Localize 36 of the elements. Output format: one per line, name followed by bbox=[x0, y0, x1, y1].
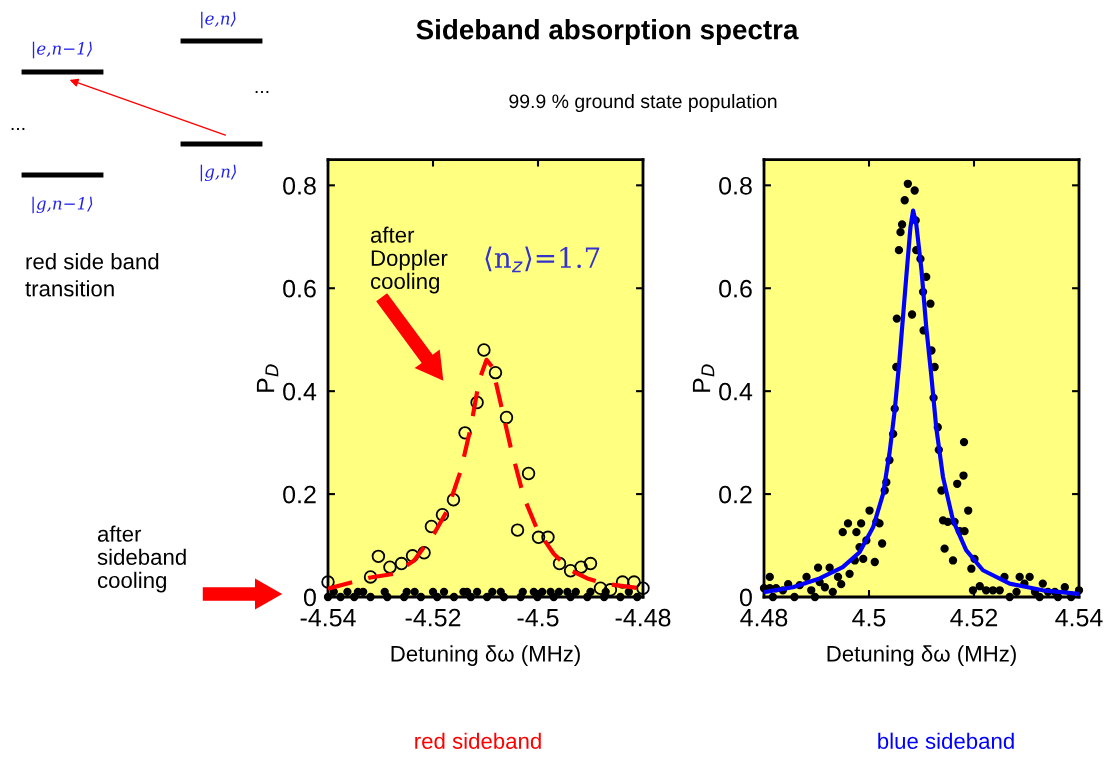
x-tick-label: -4.5 bbox=[517, 609, 559, 627]
text: red sideband bbox=[415, 732, 541, 749]
text: red side band transition bbox=[25, 253, 159, 297]
text: ... bbox=[11, 127, 25, 131]
text: |e,n⟩ bbox=[201, 11, 236, 29]
y-tick-label: 0.6 bbox=[283, 279, 316, 298]
x-tick-label: -4.54 bbox=[300, 609, 356, 627]
y-tick-label: 0.6 bbox=[719, 279, 752, 298]
x-axis-title: Detuning δω (MHz) bbox=[391, 645, 580, 667]
x-tick-label: -4.52 bbox=[405, 608, 461, 627]
y-tick-label: 0 bbox=[303, 588, 316, 607]
chart-subtitle: 99.9 % ground state population bbox=[509, 93, 777, 113]
text: after sideband cooling bbox=[97, 525, 186, 593]
x-tick-label: -4.48 bbox=[615, 608, 671, 627]
annotation: ⟨n$_{z}$⟩=1.7 bbox=[485, 246, 600, 273]
chart-title: Sideband absorption spectra bbox=[416, 19, 799, 45]
text: blue sideband bbox=[878, 732, 1014, 749]
x-tick-label: 4.52 bbox=[950, 608, 998, 627]
text: |g,n−1⟩ bbox=[32, 196, 93, 214]
y-tick-label: 0 bbox=[739, 588, 752, 607]
text: |e,n−1⟩ bbox=[32, 41, 92, 59]
annotation: after Doppler cooling bbox=[370, 226, 448, 294]
text: ... bbox=[255, 90, 269, 94]
x-axis-title: Detuning δω (MHz) bbox=[827, 645, 1016, 667]
y-tick-label: 0.4 bbox=[283, 382, 317, 401]
y-tick-label: 0.2 bbox=[719, 485, 752, 504]
y-tick-label: 0.2 bbox=[283, 485, 316, 504]
x-tick-label: 4.54 bbox=[1055, 609, 1103, 627]
y-axis-title: P$_{D}$ bbox=[692, 364, 715, 392]
y-tick-label: 0.8 bbox=[283, 176, 316, 195]
y-tick-label: 0.4 bbox=[719, 382, 753, 401]
x-tick-label: 4.48 bbox=[740, 608, 788, 627]
text: |g,n⟩ bbox=[200, 164, 236, 182]
y-tick-label: 0.8 bbox=[719, 176, 752, 195]
x-tick-label: 4.5 bbox=[852, 609, 886, 627]
y-axis-title: P$_{D}$ bbox=[256, 364, 279, 392]
